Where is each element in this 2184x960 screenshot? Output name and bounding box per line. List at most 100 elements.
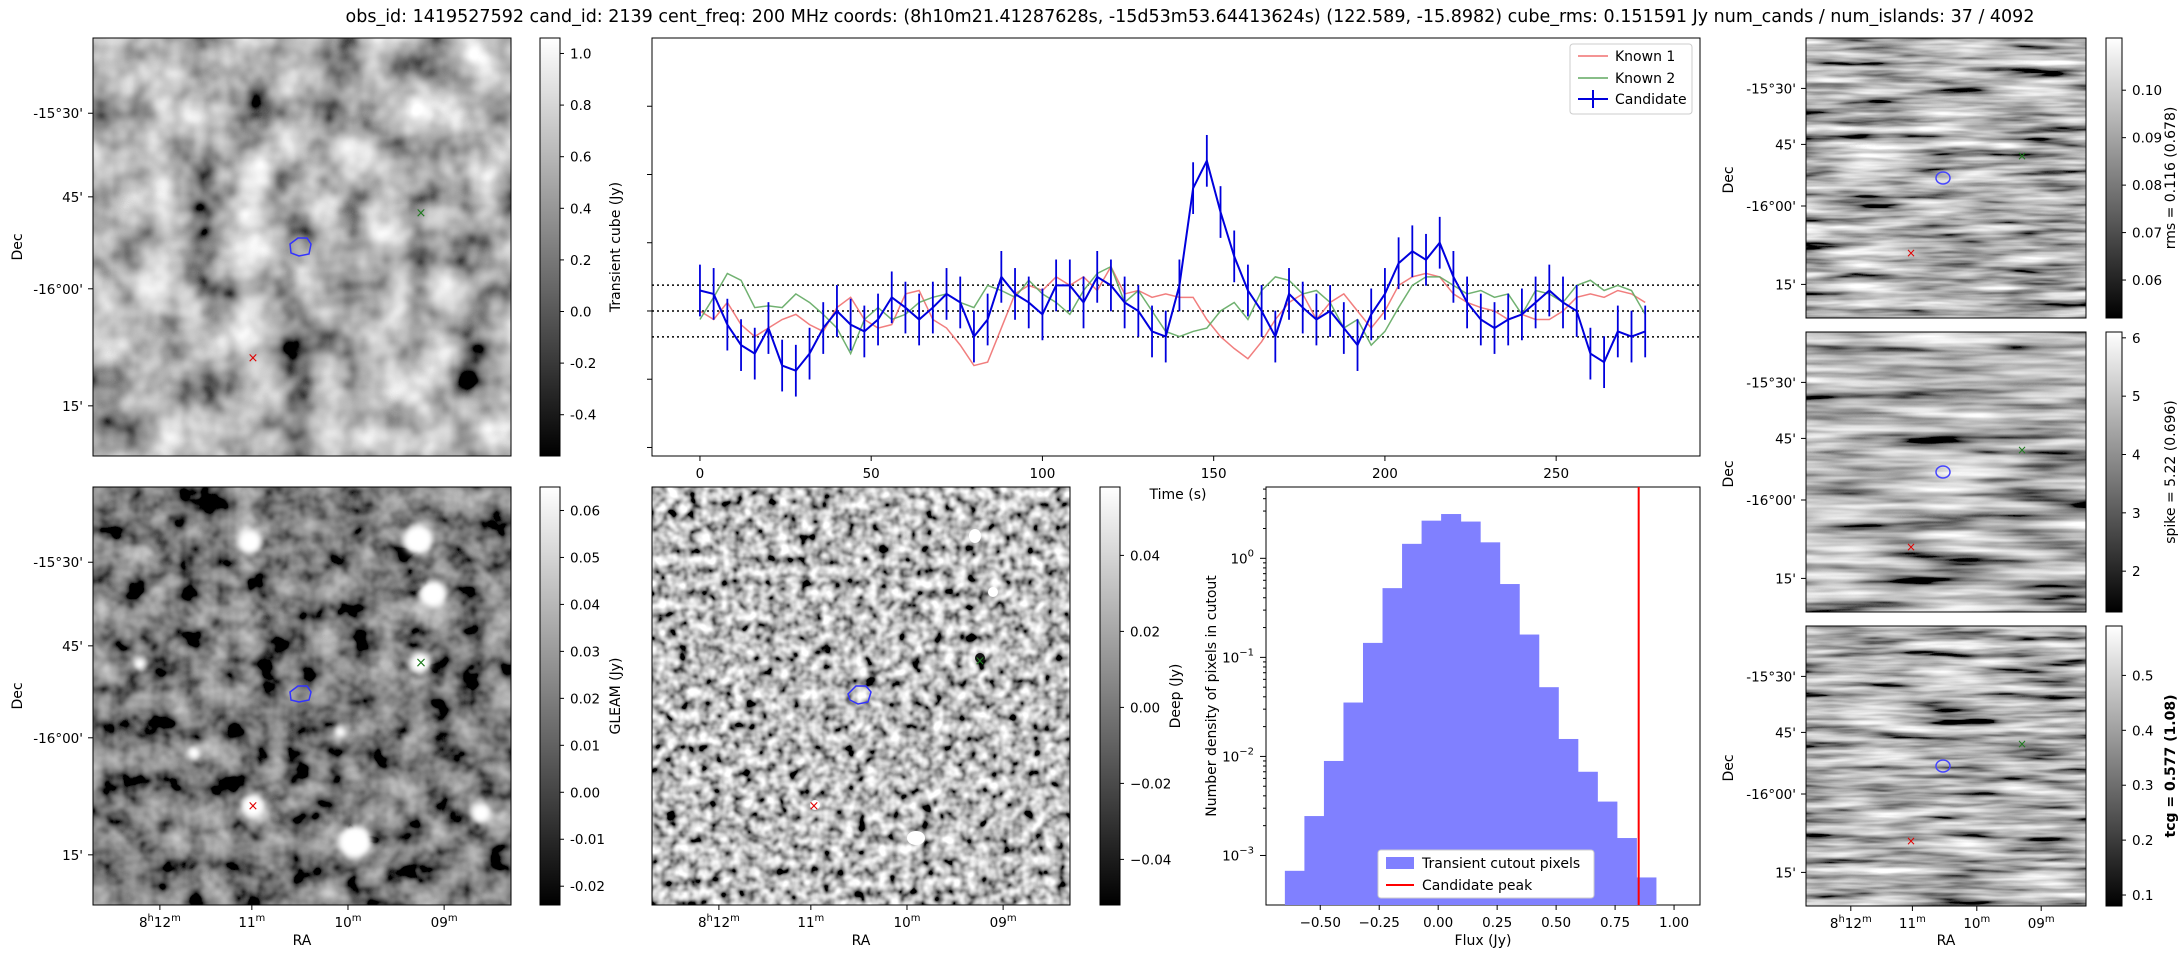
candidate-marker: × <box>1906 246 1916 260</box>
gleam-image <box>93 487 511 905</box>
colorbar-label: GLEAM (Jy) <box>608 658 624 735</box>
dec-tick-label: -15°30' <box>33 555 83 571</box>
ra-tick-label: 10m <box>1963 914 1990 932</box>
ra-axis-label: RA <box>293 933 312 949</box>
gleam-sources <box>133 525 491 859</box>
ra-tick-label: 11m <box>797 913 824 931</box>
y-tick-label: 10−3 <box>1222 845 1254 864</box>
dec-axis-label: Dec <box>1721 754 1737 781</box>
colorbar-tick-label: 5 <box>2132 389 2141 405</box>
candidate-contour <box>289 237 312 257</box>
colorbar-tick-label: 0.03 <box>570 644 600 660</box>
deep-panel: × × RA 8h12m 11m 10m 09m <box>651 486 1071 949</box>
colorbar-tick-label: 0.5 <box>2132 668 2153 684</box>
colorbar-tick-label: 4 <box>2132 448 2141 464</box>
transient-panel: × × Dec -15°30' 45' -16°00' 15' <box>10 37 512 457</box>
colorbar-tick-label: 0.06 <box>2132 273 2162 289</box>
x-tick-label: −0.25 <box>1359 915 1400 931</box>
colorbar-tick-label: 0.4 <box>2132 723 2153 739</box>
legend-transient-pixels: Transient cutout pixels <box>1421 856 1580 872</box>
candidate-contour <box>847 685 872 705</box>
known-source-marker: × <box>415 655 427 671</box>
known-source-marker: × <box>2017 443 2027 457</box>
spike-image <box>1806 332 2086 612</box>
colorbar-tick-label: 6 <box>2132 331 2141 347</box>
gleam-panel: × × Dec RA -15°30' 45' -16°00' 15' 8h12m 11m… <box>10 486 512 949</box>
histogram-bar <box>1441 514 1462 905</box>
series-known-1 <box>699 265 1646 367</box>
colorbar-tick-label: 0.10 <box>2132 83 2162 99</box>
candidate-marker: × <box>248 351 259 366</box>
dec-tick-label: -16°00' <box>1746 787 1796 803</box>
ra-tick-label: 10m <box>894 913 921 931</box>
colorbar-tick-label: 0.3 <box>2132 778 2153 794</box>
ra-tick-label: 8h12m <box>1830 914 1872 932</box>
colorbar-tick-label: 0.07 <box>2132 226 2162 242</box>
histogram-bar <box>1304 816 1325 905</box>
x-tick-label: 0.50 <box>1541 915 1571 931</box>
ra-axis-label: RA <box>852 933 871 949</box>
candidate-contour <box>1935 465 1951 479</box>
candidate-marker: × <box>248 799 259 814</box>
deep-image <box>652 487 1070 905</box>
dec-tick-label: 45' <box>1775 725 1796 741</box>
dec-axis-label: Dec <box>10 682 26 709</box>
y-tick-label: 10−2 <box>1222 746 1254 765</box>
lightcurve-legend: Known 1 Known 2 Candidate <box>1569 43 1693 115</box>
histogram-bar <box>1597 801 1618 905</box>
y-tick-label: 10−1 <box>1222 647 1254 666</box>
colorbar-tick-label: 1.0 <box>570 46 591 62</box>
dec-tick-label: 15' <box>62 399 83 415</box>
histogram-legend: Transient cutout pixels Candidate peak <box>1377 849 1595 899</box>
colorbar-tick-label: 0.09 <box>2132 131 2162 147</box>
colorbar-label: Deep (Jy) <box>1168 664 1184 729</box>
ra-tick-label: 09m <box>431 913 458 931</box>
lightcurve-panel: 0 50 100 150 200 250 Known 1 Known 2 Candidat… <box>647 37 1701 503</box>
histogram-bar <box>1460 521 1481 905</box>
spike-colorbar: 6 5 4 3 2 spike = 5.22 (0.696) <box>2105 331 2179 613</box>
known-source-marker: × <box>2017 737 2027 751</box>
ra-tick-label: 8h12m <box>698 913 740 931</box>
histogram-bar <box>1480 542 1501 905</box>
legend-known2: Known 2 <box>1615 71 1675 87</box>
candidate-contour <box>1935 759 1951 773</box>
x-tick-label: −0.50 <box>1300 915 1341 931</box>
colorbar-tick-label: -0.02 <box>570 879 605 895</box>
dec-tick-label: 15' <box>1775 571 1796 587</box>
colorbar-label: tcg = 0.577 (1.08) <box>2163 695 2179 838</box>
histogram-bar <box>1636 877 1657 905</box>
candidate-marker: × <box>1906 834 1916 848</box>
figure-title: obs_id: 1419527592 cand_id: 2139 cent_fr… <box>346 7 2035 27</box>
colorbar-tick-label: 0.2 <box>570 253 591 269</box>
colorbar-tick-label: 0.06 <box>570 503 600 519</box>
colorbar-tick-label: 0.04 <box>1130 548 1160 564</box>
dec-tick-label: -16°00' <box>1746 199 1796 215</box>
candidate-contour <box>1935 171 1951 185</box>
rms-colorbar: 0.10 0.09 0.08 0.07 0.06 rms = 0.116 (0.678) <box>2105 37 2179 319</box>
x-tick-label: 50 <box>863 466 880 482</box>
histogram-bar <box>1616 838 1637 905</box>
colorbar-tick-label: 0.01 <box>570 738 600 754</box>
ra-tick-label: 11m <box>238 913 265 931</box>
transient-image <box>93 38 511 456</box>
histogram-bar <box>1519 634 1540 905</box>
histogram-bar <box>1382 588 1403 905</box>
colorbar-tick-label: 0.00 <box>1130 700 1160 716</box>
dec-tick-label: -15°30' <box>1746 375 1796 391</box>
dec-tick-label: -16°00' <box>33 731 83 747</box>
x-tick-label: 0 <box>696 466 705 482</box>
x-tick-label: 0.25 <box>1482 915 1512 931</box>
ra-tick-label: 8h12m <box>139 913 181 931</box>
dec-tick-label: 15' <box>1775 865 1796 881</box>
histogram-bar <box>1499 584 1520 905</box>
colorbar-tick-label: -0.4 <box>570 408 596 424</box>
candidate-marker: × <box>1906 540 1916 554</box>
dec-axis-label: Dec <box>1721 166 1737 193</box>
x-tick-label: 150 <box>1201 466 1227 482</box>
ra-tick-label: 10m <box>335 913 362 931</box>
known-source-marker: × <box>416 206 427 221</box>
dec-tick-label: 45' <box>62 639 83 655</box>
tcg-panel: × × Dec RA -15°30' 45' -16°00' 15' 8h12m 11m… <box>1721 625 2087 949</box>
colorbar-tick-label: 0.02 <box>570 691 600 707</box>
